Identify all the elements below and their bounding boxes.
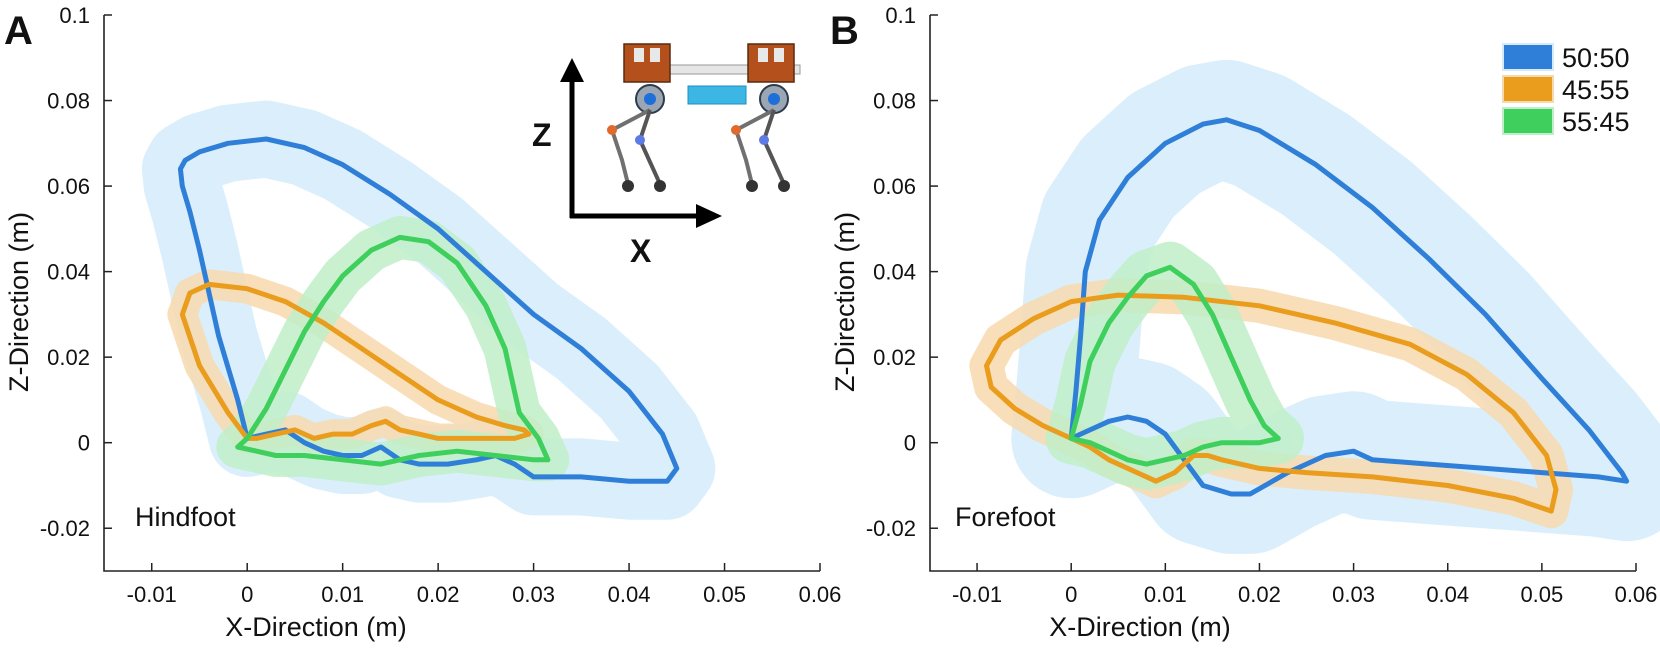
- panel-a-x-tick-label: 0.06: [799, 582, 842, 607]
- panel-a-axes: [103, 15, 820, 572]
- panel-a-x-ticks: -0.01 0 0.01 0.02 0.03 0.04 0.05 0.06: [127, 563, 842, 607]
- panel-b-y-tick-label: 0.04: [873, 260, 916, 285]
- panel-a-y-tick-label: 0.06: [47, 174, 90, 199]
- legend-item: 55:45: [1502, 107, 1630, 137]
- legend-item: 50:50: [1502, 43, 1630, 73]
- legend-label-55-45: 55:45: [1562, 107, 1630, 137]
- panel-b-y-tick-label: 0.08: [873, 89, 916, 114]
- panel-b-x-ticks: -0.01 0 0.01 0.02 0.03 0.04 0.05 0.06: [952, 563, 1657, 607]
- front-leg-module: [731, 43, 795, 192]
- panel-b-x-tick-label: 0.02: [1238, 582, 1281, 607]
- panel-a-x-tick-label: 0.02: [417, 582, 460, 607]
- panel-a-x-tick-label: 0: [241, 582, 253, 607]
- rear-leg-module: [607, 43, 671, 192]
- panel-b-x-tick-label: 0: [1065, 582, 1077, 607]
- panel-b-x-tick-label: 0.04: [1426, 582, 1469, 607]
- panel-a-y-axis-title: Z-Direction (m): [4, 212, 34, 392]
- panel-b-y-axis-title: Z-Direction (m): [830, 212, 860, 392]
- panel-b-title: Forefoot: [955, 502, 1056, 532]
- panel-a-series-50-50: [177, 136, 680, 484]
- panel-a-y-tick-label: -0.02: [40, 516, 90, 541]
- panel-b-y-tick-label: 0: [904, 431, 916, 456]
- panel-a-y-ticks: -0.02 0 0.02 0.04 0.06 0.08 0.1: [40, 3, 112, 541]
- panel-a: -0.02 0 0.02 0.04 0.06 0.08 0.1 -0.01 0 0.01 0.02…: [4, 3, 841, 642]
- legend-item: 45:55: [1502, 75, 1630, 105]
- panel-b-axes: [929, 15, 1636, 572]
- inset-z-label: Z: [532, 117, 552, 153]
- panel-b-y-tick-label: 0.06: [873, 174, 916, 199]
- robot-illustration: [607, 43, 801, 192]
- panel-b-x-tick-label: 0.05: [1520, 582, 1563, 607]
- robot-inset: Z X: [532, 43, 801, 269]
- panel-a-y-tick-label: 0.1: [59, 3, 90, 28]
- legend-swatch-50-50: [1502, 43, 1554, 71]
- panel-a-y-tick-label: 0.02: [47, 345, 90, 370]
- panel-a-x-tick-label: 0.03: [512, 582, 555, 607]
- panel-b-y-ticks: -0.02 0 0.02 0.04 0.06 0.08 0.1: [866, 3, 938, 541]
- panel-b: -0.02 0 0.02 0.04 0.06 0.08 0.1 -0.01 0 0.01 0.02…: [830, 3, 1660, 642]
- panel-b-y-tick-label: 0.1: [885, 3, 916, 28]
- legend-label-50-50: 50:50: [1562, 43, 1630, 73]
- panel-a-y-tick-label: 0: [78, 431, 90, 456]
- panel-a-series-45-55: [179, 281, 532, 441]
- inset-x-arrowhead: [696, 204, 722, 228]
- legend-swatch-55-45: [1502, 107, 1554, 135]
- panel-b-x-tick-label: 0.03: [1332, 582, 1375, 607]
- panel-a-x-tick-label: 0.05: [703, 582, 746, 607]
- panel-b-x-tick-label: 0.06: [1615, 582, 1658, 607]
- panel-a-title: Hindfoot: [135, 502, 236, 532]
- panel-a-x-tick-label: 0.04: [608, 582, 651, 607]
- panel-a-y-tick-label: 0.08: [47, 89, 90, 114]
- panel-a-letter: A: [4, 9, 33, 53]
- panel-b-x-tick-label: -0.01: [952, 582, 1002, 607]
- panel-a-series-55-45: [235, 234, 551, 467]
- panel-a-x-tick-label: -0.01: [127, 582, 177, 607]
- panel-b-letter: B: [830, 9, 859, 53]
- panel-a-x-tick-label: 0.01: [321, 582, 364, 607]
- legend-swatch-45-55: [1502, 75, 1554, 103]
- inset-z-arrowhead: [560, 58, 584, 82]
- panel-b-series-55-45: [1068, 264, 1281, 467]
- panel-b-lines: [984, 117, 1630, 514]
- panel-b-x-axis-title: X-Direction (m): [1049, 612, 1231, 642]
- panel-b-x-tick-label: 0.01: [1144, 582, 1187, 607]
- panel-b-y-tick-label: -0.02: [866, 516, 916, 541]
- panel-a-x-axis-title: X-Direction (m): [225, 612, 407, 642]
- inset-x-label: X: [630, 233, 652, 269]
- panel-b-y-tick-label: 0.02: [873, 345, 916, 370]
- panel-b-series-45-55: [984, 292, 1559, 514]
- panel-a-y-tick-label: 0.04: [47, 260, 90, 285]
- panel-a-lines: [177, 136, 680, 484]
- legend: 50:50 45:55 55:45: [1502, 43, 1630, 137]
- legend-label-45-55: 45:55: [1562, 75, 1630, 105]
